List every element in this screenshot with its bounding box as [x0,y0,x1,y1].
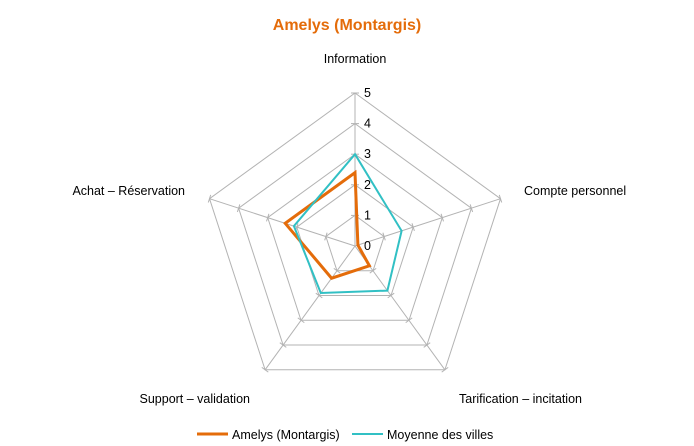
tick-label-4: 4 [364,117,371,131]
axis-spoke-1 [354,198,501,247]
axis-label-2: Tarification – incitation [459,392,582,406]
tick-label-0: 0 [364,239,371,253]
legend: Amelys (Montargis) Moyenne des villes [197,428,493,442]
tick-label-2: 2 [364,178,371,192]
axis-spoke-3 [264,245,356,371]
tick-label-5: 5 [364,86,371,100]
tick-mark-2-1 [369,267,377,274]
radial-tick-labels: 0 1 2 3 4 5 [364,86,371,253]
tick-label-1: 1 [364,208,371,222]
tick-mark-1-3 [440,213,444,222]
tick-mark-1-4 [469,204,474,213]
tick-label-3: 3 [364,147,371,161]
tick-mark-3-5 [261,366,269,373]
series-layer [283,152,403,295]
series-line-moyenne [292,152,403,295]
radar-grid [207,92,503,373]
tick-mark-3-1 [333,267,341,274]
axis-label-3: Support – validation [140,392,251,406]
tick-mark-2-3 [405,317,413,324]
grid-ring-5 [208,92,502,371]
grid-ring-4 [238,122,472,346]
tick-mark-2-5 [441,366,449,373]
axis-spoke-4 [209,198,356,247]
tick-mark-1-2 [411,223,415,232]
tick-mark-4-1 [324,232,328,241]
tick-mark-3-4 [279,342,287,348]
tick-mark-3-3 [297,317,305,324]
grid-ring-3 [267,153,443,321]
series-line-amelys [283,169,372,280]
tick-mark-4-5 [207,194,212,203]
legend-label-amelys: Amelys (Montargis) [232,428,340,442]
tick-mark-2-4 [423,342,431,348]
tick-mark-1-5 [498,194,503,203]
chart-title: Amelys (Montargis) [272,17,422,34]
axis-label-4: Achat – Réservation [72,184,185,198]
tick-mark-2-2 [387,292,395,299]
axis-labels: Information Compte personnel Tarification … [72,52,626,406]
tick-mark-1-1 [382,232,386,241]
legend-label-moyenne: Moyenne des villes [387,428,493,442]
tick-mark-4-4 [236,204,241,213]
grid-ring-2 [296,184,414,296]
axis-label-1: Compte personnel [524,184,626,198]
tick-mark-4-3 [266,213,270,222]
axis-label-0: Information [324,52,387,66]
tick-mark-3-2 [315,292,323,299]
